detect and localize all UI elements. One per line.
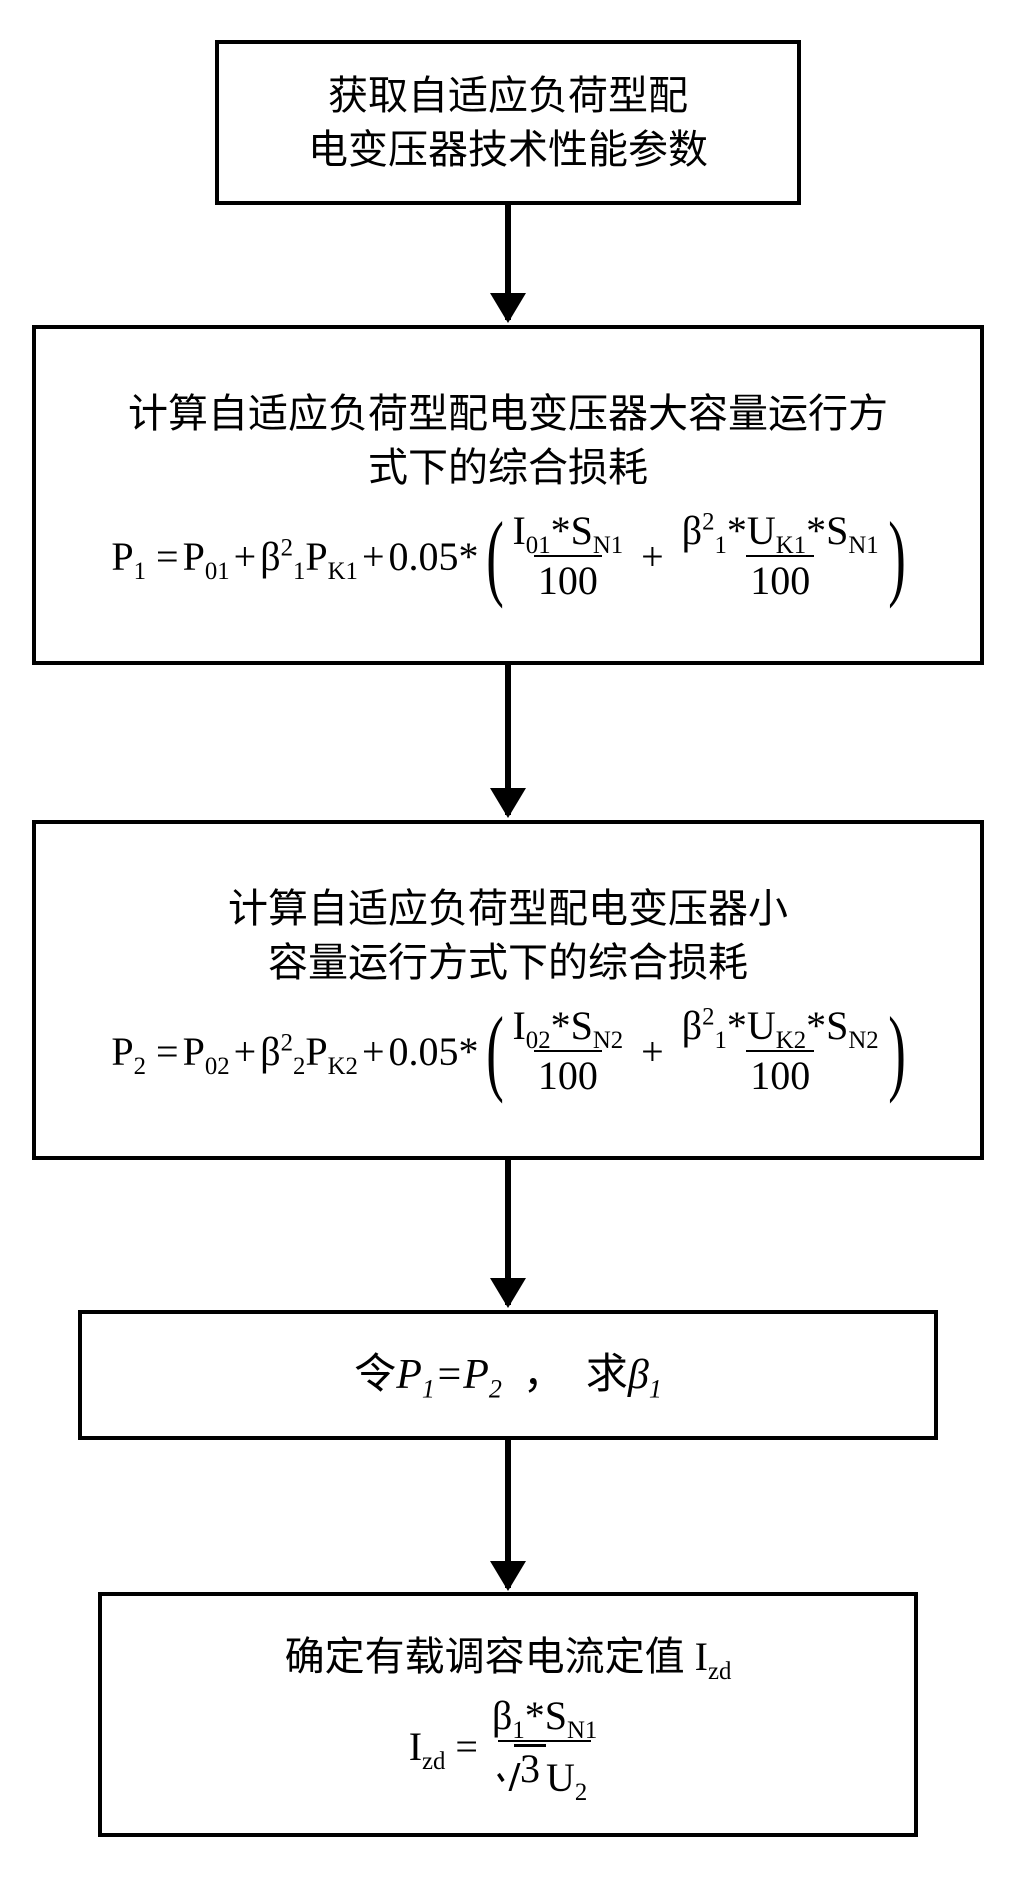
step-5-determine-izd: 确定有载调容电流定值 Izd Izd = β1*SN1 3 U2 — [98, 1592, 918, 1837]
step-3-line-2: 容量运行方式下的综合损耗 — [268, 936, 748, 990]
arrow-3 — [505, 1160, 511, 1305]
step-2-large-capacity-loss: 计算自适应负荷型配电变压器大容量运行方 式下的综合损耗 P1 = P01 + β… — [32, 325, 984, 665]
step-1-line-1: 获取自适应负荷型配 — [328, 69, 688, 123]
step-3-line-1: 计算自适应负荷型配电变压器小 — [228, 882, 788, 936]
step-4-text: 令 P1 = P2 ， 求 β1 — [354, 1347, 662, 1404]
step-3-equation: P2 = P02 + β22PK2 + 0.05* ( I02*SN2 100 … — [111, 1004, 904, 1098]
step-2-equation: P1 = P01 + β21PK1 + 0.05* ( I01*SN1 100 … — [111, 509, 904, 603]
step-3-small-capacity-loss: 计算自适应负荷型配电变压器小 容量运行方式下的综合损耗 P2 = P02 + β… — [32, 820, 984, 1160]
step-2-line-2: 式下的综合损耗 — [368, 441, 648, 495]
step-1-get-params: 获取自适应负荷型配 电变压器技术性能参数 — [215, 40, 801, 205]
arrow-1 — [505, 205, 511, 320]
step-2-line-1: 计算自适应负荷型配电变压器大容量运行方 — [128, 387, 888, 441]
arrow-2 — [505, 665, 511, 815]
step-4-solve-beta: 令 P1 = P2 ， 求 β1 — [78, 1310, 938, 1440]
arrow-4 — [505, 1440, 511, 1588]
step-5-equation: Izd = β1*SN1 3 U2 — [409, 1694, 608, 1800]
step-1-line-2: 电变压器技术性能参数 — [308, 123, 708, 177]
step-5-title: 确定有载调容电流定值 Izd — [285, 1630, 732, 1684]
